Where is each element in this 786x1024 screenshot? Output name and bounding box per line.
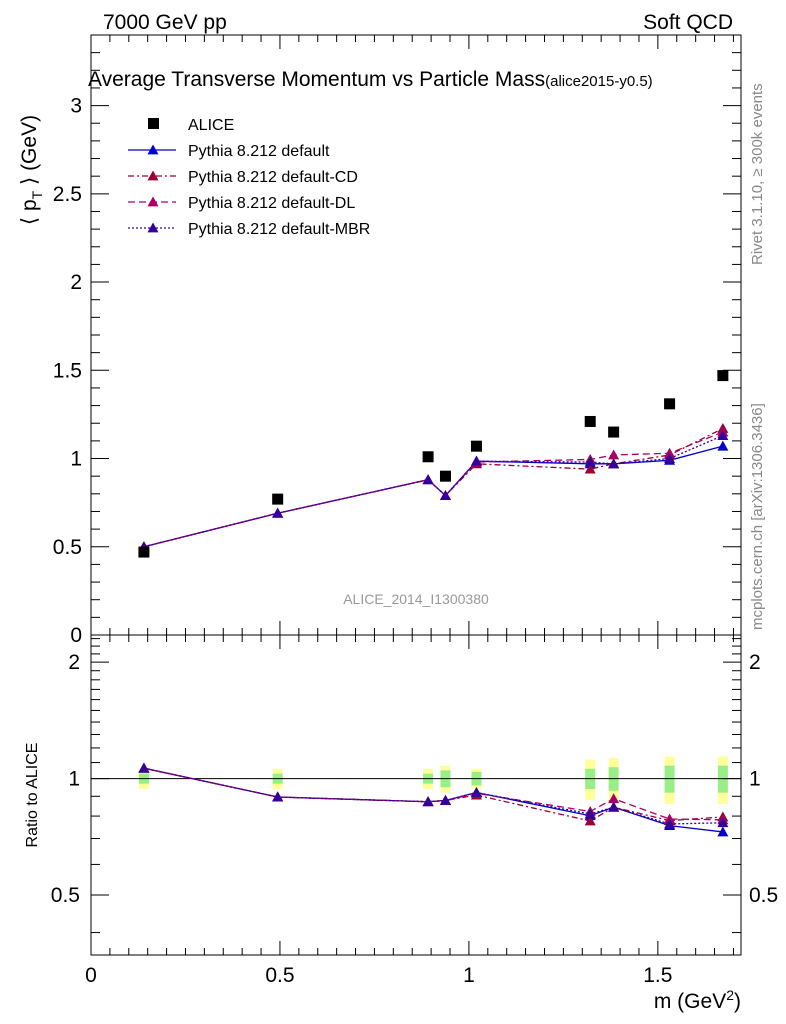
y-axis-label-ratio: Ratio to ALICE bbox=[24, 743, 41, 848]
legend: ALICE Pythia 8.212 default Pythia 8.212 de… bbox=[128, 117, 370, 238]
series-marker bbox=[608, 458, 620, 469]
y-axis-label-main: ⟨ pT ⟩ (GeV) bbox=[18, 115, 45, 225]
rivet-side-label: Rivet 3.1.10, ≥ 300k events bbox=[749, 83, 766, 265]
ratio-series-marker bbox=[608, 793, 620, 804]
ratio-series-marker bbox=[272, 791, 284, 802]
ratio-tick-label: 2 bbox=[68, 651, 80, 674]
legend-label: Pythia 8.212 default-DL bbox=[188, 195, 355, 212]
ratio-tick-label-right: 2 bbox=[749, 651, 761, 674]
ratio-series-marker bbox=[608, 801, 620, 812]
chart-title: Average Transverse Momentum vs Particle … bbox=[88, 68, 653, 91]
legend-label: ALICE bbox=[188, 117, 234, 134]
ratio-ticks: 0 0.5 1 1.5 0.5 0.5 1 1 2 2 bbox=[51, 635, 778, 987]
legend-marker bbox=[147, 222, 159, 233]
alice-data-point bbox=[608, 426, 620, 438]
y-label-main-rest: ⟩ (GeV) bbox=[18, 115, 41, 191]
series-marker bbox=[272, 507, 284, 518]
main-data-points bbox=[138, 370, 729, 558]
x-axis-label: m (GeV2) bbox=[654, 987, 741, 1013]
x-label-lead: m (GeV bbox=[654, 990, 726, 1013]
ratio-series-marker bbox=[584, 815, 596, 826]
alice-data-point bbox=[138, 546, 150, 558]
y-label-main-lead: ⟨ p bbox=[18, 199, 41, 225]
mcplots-side-label: mcplots.cern.ch [arXiv:1306.3436] bbox=[749, 403, 766, 630]
x-tick-label: 1 bbox=[463, 964, 475, 987]
y-tick-label: 2.5 bbox=[53, 183, 82, 206]
ratio-tick-label-right: 0.5 bbox=[749, 884, 778, 907]
ratio-series-marker bbox=[584, 808, 596, 819]
legend-label: Pythia 8.212 default-MBR bbox=[188, 221, 370, 238]
ratio-tick-label-right: 1 bbox=[749, 768, 761, 791]
ratio-series bbox=[138, 762, 729, 837]
ratio-series-marker bbox=[664, 818, 676, 829]
ratio-series-marker bbox=[664, 813, 676, 824]
x-label-end: ) bbox=[734, 990, 741, 1013]
ratio-series-marker bbox=[717, 817, 729, 828]
y-tick-label: 3 bbox=[70, 95, 82, 118]
series-line bbox=[143, 427, 724, 548]
ratio-band-stat bbox=[664, 765, 675, 793]
beam-label: 7000 GeV pp bbox=[103, 11, 227, 34]
legend-marker-data bbox=[148, 118, 159, 129]
ratio-series-marker bbox=[717, 826, 729, 837]
ratio-band-stat bbox=[717, 765, 728, 793]
alice-data-point bbox=[439, 470, 451, 482]
y-tick-label: 0 bbox=[70, 624, 82, 647]
y-label-main-sub: T bbox=[29, 190, 45, 199]
main-panel: 0 0.5 1 1.5 2 2.5 3 Average Transverse Momentu… bbox=[53, 34, 742, 647]
legend-marker bbox=[147, 144, 159, 155]
series-marker bbox=[584, 456, 596, 467]
series-marker bbox=[664, 453, 676, 463]
x-tick-label: 0 bbox=[85, 964, 97, 987]
legend-label: Pythia 8.212 default-CD bbox=[188, 169, 358, 186]
y-tick-label: 0.5 bbox=[53, 536, 82, 559]
x-tick-label: 1.5 bbox=[643, 964, 672, 987]
alice-data-point bbox=[584, 415, 596, 427]
process-label: Soft QCD bbox=[643, 11, 733, 34]
series-marker bbox=[717, 440, 729, 451]
x-tick-label: 0.5 bbox=[265, 964, 294, 987]
series-marker bbox=[422, 474, 434, 485]
ratio-bands bbox=[138, 756, 728, 804]
ratio-series-marker bbox=[138, 762, 150, 773]
y-tick-label: 1.5 bbox=[53, 359, 82, 382]
legend-label: Pythia 8.212 default bbox=[188, 143, 330, 160]
ratio-series-line bbox=[143, 767, 723, 825]
ratio-series-line bbox=[143, 767, 723, 821]
ratio-series-marker bbox=[439, 794, 451, 805]
ratio-series-line bbox=[143, 767, 723, 833]
ratio-panel: 0 0.5 1 1.5 0.5 0.5 1 1 2 2 bbox=[51, 634, 778, 987]
ratio-frame bbox=[90, 634, 742, 956]
alice-data-point bbox=[470, 440, 482, 452]
alice-data-point bbox=[717, 370, 729, 382]
alice-data-point bbox=[272, 493, 284, 505]
alice-data-point bbox=[664, 398, 676, 410]
series-marker bbox=[664, 447, 676, 458]
analysis-label: ALICE_2014_I1300380 bbox=[343, 591, 489, 607]
chart-title-tag: (alice2015-y0.5) bbox=[545, 73, 653, 90]
series-marker bbox=[470, 455, 482, 466]
ratio-tick-label: 0.5 bbox=[51, 884, 80, 907]
series-marker bbox=[717, 430, 729, 440]
series-line bbox=[143, 431, 724, 548]
series-marker bbox=[608, 449, 620, 460]
alice-data-point bbox=[422, 451, 434, 463]
main-series bbox=[138, 423, 729, 552]
chart-title-text: Average Transverse Momentum vs Particle … bbox=[88, 68, 545, 91]
series-marker bbox=[439, 490, 451, 500]
ratio-tick-label: 1 bbox=[68, 768, 80, 791]
legend-marker bbox=[147, 170, 159, 181]
ratio-series-marker bbox=[470, 786, 482, 797]
y-tick-label: 2 bbox=[70, 271, 82, 294]
series-marker bbox=[584, 463, 596, 474]
ratio-series-marker bbox=[422, 796, 434, 807]
x-label-sup: 2 bbox=[726, 987, 734, 1003]
ratio-series-line bbox=[143, 767, 723, 822]
legend-marker bbox=[147, 196, 159, 207]
y-tick-label: 1 bbox=[70, 448, 82, 471]
main-ticks: 0 0.5 1 1.5 2 2.5 3 bbox=[53, 34, 741, 647]
